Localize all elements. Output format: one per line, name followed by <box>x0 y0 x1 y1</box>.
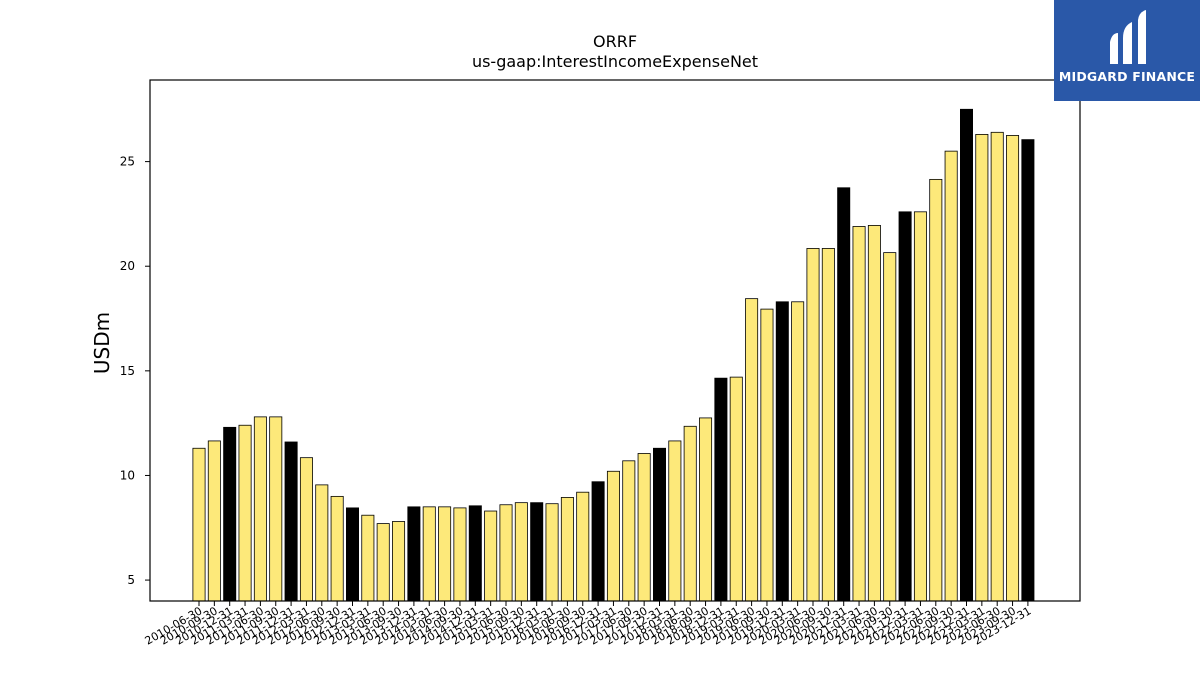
logo-text: MIDGARD FINANCE <box>1058 69 1196 84</box>
bar-2023-03-31 <box>975 133 989 602</box>
bar-2015-06-30 <box>499 504 513 602</box>
bar-2019-03-31 <box>729 376 743 602</box>
bar-2016-03-31 <box>545 503 559 602</box>
bar-2020-12-31 <box>837 187 851 602</box>
bar-2016-12-31 <box>591 481 605 602</box>
bar-2011-03-31 <box>238 424 252 602</box>
bar-2010-12-31 <box>223 426 237 602</box>
chart-title: ORRF <box>592 32 638 51</box>
bar-2020-06-30 <box>806 248 820 602</box>
bar-2020-09-30 <box>821 248 835 602</box>
bar-2015-12-31 <box>530 502 544 602</box>
bar-2018-03-31 <box>668 440 682 602</box>
bars-group <box>192 108 1035 602</box>
bar-2015-03-31 <box>484 510 498 602</box>
y-tick-label: 5 <box>127 573 135 587</box>
bar-2023-06-30 <box>990 131 1004 602</box>
bar-2016-09-30 <box>576 491 590 602</box>
x-axis-ticks: 2010-06-302010-09-302010-12-312011-03-31… <box>143 601 1033 648</box>
bar-2015-09-30 <box>514 502 528 602</box>
y-axis-ticks: 5 10 15 20 25 <box>120 155 150 587</box>
bar-2012-12-31 <box>345 507 359 602</box>
bar-2011-06-30 <box>253 416 267 602</box>
bar-2014-12-31 <box>468 505 482 602</box>
bar-2012-09-30 <box>330 495 344 602</box>
bar-2012-03-31 <box>299 457 313 602</box>
bar-2022-12-31 <box>960 108 974 602</box>
bar-2021-03-31 <box>852 226 866 602</box>
bar-2023-12-31 <box>1021 139 1035 602</box>
y-tick-label: 20 <box>120 259 135 273</box>
y-tick-label: 10 <box>120 468 135 482</box>
plot-frame <box>149 79 1081 602</box>
y-tick-label: 25 <box>120 155 135 169</box>
bar-2021-06-30 <box>867 225 881 602</box>
bar-2019-06-30 <box>745 298 759 602</box>
bar-2013-06-30 <box>376 523 390 602</box>
bar-2018-06-30 <box>683 425 697 602</box>
bar-2010-06-30 <box>192 447 206 602</box>
bar-2017-06-30 <box>622 460 636 602</box>
bar-2022-09-30 <box>944 150 958 602</box>
bar-2018-09-30 <box>699 417 713 602</box>
bar-2017-09-30 <box>637 453 651 602</box>
bar-2011-09-30 <box>269 416 283 602</box>
bar-2020-03-31 <box>791 301 805 602</box>
bar-2019-12-31 <box>775 301 789 602</box>
bar-2014-06-30 <box>438 506 452 602</box>
bar-2022-06-30 <box>929 178 943 602</box>
bar-2016-06-30 <box>560 497 574 602</box>
bar-2021-12-31 <box>898 211 912 602</box>
bar-2019-09-30 <box>760 308 774 602</box>
y-tick-label: 15 <box>120 364 135 378</box>
bar-2010-09-30 <box>207 440 221 602</box>
bar-2021-09-30 <box>883 252 897 602</box>
bar-2023-09-30 <box>1006 135 1020 602</box>
chart-subtitle: us-gaap:InterestIncomeExpenseNet <box>471 52 759 71</box>
bar-2013-09-30 <box>392 521 406 602</box>
y-axis-label: USDm <box>90 311 114 375</box>
bar-2022-03-31 <box>913 211 927 602</box>
bar-2017-12-31 <box>653 447 667 602</box>
bar-2011-12-31 <box>284 441 298 602</box>
bar-2017-03-31 <box>606 470 620 602</box>
bar-2013-03-31 <box>361 514 375 602</box>
bar-2012-06-30 <box>315 484 329 602</box>
company-logo: MIDGARD FINANCE <box>1054 0 1200 101</box>
logo-mark-icon <box>1110 10 1146 64</box>
bar-2013-12-31 <box>407 506 421 602</box>
bar-2014-03-31 <box>422 506 436 602</box>
bar-2018-12-31 <box>714 377 728 602</box>
bar-2014-09-30 <box>453 507 467 602</box>
